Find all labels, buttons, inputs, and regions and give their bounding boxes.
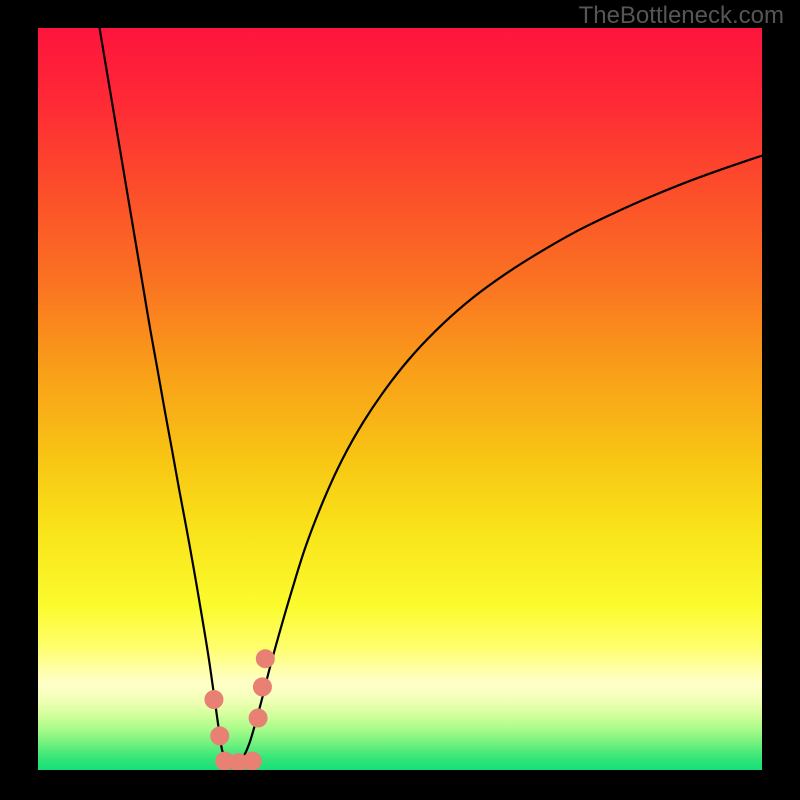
- bottleneck-curve-chart: [0, 0, 800, 800]
- curve-marker: [256, 650, 274, 668]
- watermark-text: TheBottleneck.com: [579, 2, 784, 30]
- chart-canvas: TheBottleneck.com: [0, 0, 800, 800]
- curve-marker: [243, 752, 261, 770]
- curve-marker: [205, 691, 223, 709]
- curve-marker: [249, 709, 267, 727]
- curve-marker: [253, 678, 271, 696]
- gradient-plot-area: [38, 28, 762, 770]
- curve-marker: [211, 727, 229, 745]
